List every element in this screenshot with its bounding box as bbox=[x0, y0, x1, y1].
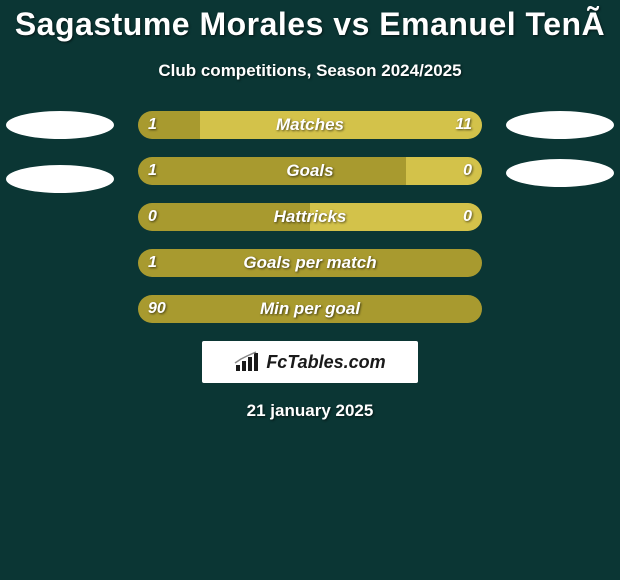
stat-value-left: 0 bbox=[138, 203, 167, 231]
page-title: Sagastume Morales vs Emanuel TenÃ bbox=[0, 0, 620, 43]
stat-value-left: 1 bbox=[138, 111, 167, 139]
stat-bar-right bbox=[200, 111, 482, 139]
stat-row: 00Hattricks bbox=[0, 203, 620, 231]
stat-row: 1Goals per match bbox=[0, 249, 620, 277]
comparison-widget: Sagastume Morales vs Emanuel TenÃ Club c… bbox=[0, 0, 620, 580]
stat-bar-left bbox=[138, 295, 482, 323]
date-label: 21 january 2025 bbox=[0, 401, 620, 421]
player-left-ellipse bbox=[6, 165, 114, 193]
stat-row: 90Min per goal bbox=[0, 295, 620, 323]
stat-value-right: 0 bbox=[453, 203, 482, 231]
player-left-ellipse bbox=[6, 111, 114, 139]
brand-logo-text: FcTables.com bbox=[266, 352, 385, 373]
stat-value-left: 1 bbox=[138, 249, 167, 277]
bar-chart-icon bbox=[234, 351, 260, 373]
stat-bar-track: 00Hattricks bbox=[138, 203, 482, 231]
brand-logo[interactable]: FcTables.com bbox=[202, 341, 418, 383]
player-right-ellipse bbox=[506, 111, 614, 139]
stat-bar-track: 111Matches bbox=[138, 111, 482, 139]
stat-bar-track: 10Goals bbox=[138, 157, 482, 185]
page-subtitle: Club competitions, Season 2024/2025 bbox=[0, 61, 620, 81]
stats-rows: 111Matches10Goals00Hattricks1Goals per m… bbox=[0, 111, 620, 323]
stat-value-right: 11 bbox=[445, 111, 482, 139]
stat-bar-track: 90Min per goal bbox=[138, 295, 482, 323]
stat-row: 10Goals bbox=[0, 157, 620, 185]
stat-row: 111Matches bbox=[0, 111, 620, 139]
stat-bar-left bbox=[138, 249, 482, 277]
player-right-ellipse bbox=[506, 159, 614, 187]
stats-area: 111Matches10Goals00Hattricks1Goals per m… bbox=[0, 111, 620, 421]
stat-bar-track: 1Goals per match bbox=[138, 249, 482, 277]
stat-bar-left bbox=[138, 157, 406, 185]
stat-value-left: 90 bbox=[138, 295, 176, 323]
stat-value-left: 1 bbox=[138, 157, 167, 185]
stat-value-right: 0 bbox=[453, 157, 482, 185]
